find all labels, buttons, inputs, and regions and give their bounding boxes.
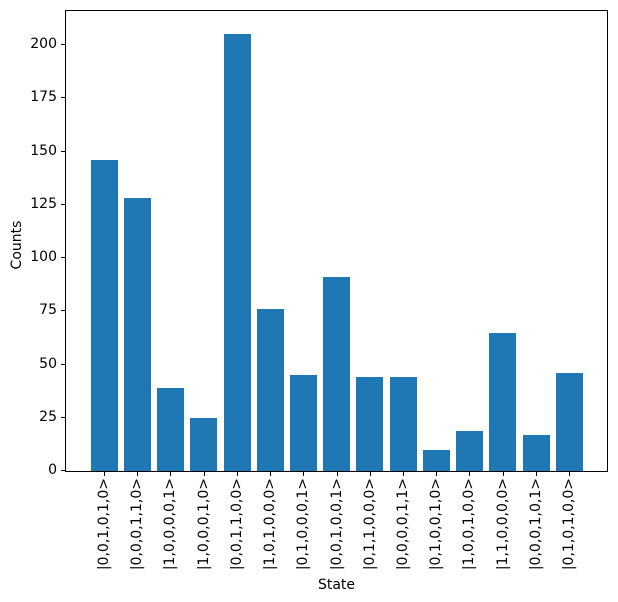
x-axis-label: State: [317, 577, 356, 593]
bar: [257, 309, 284, 471]
x-tick-mark: [370, 472, 371, 476]
x-tick-label: |0,0,0,0,1,1>: [395, 478, 411, 571]
x-tick-mark: [469, 472, 470, 476]
y-tick-mark: [61, 364, 65, 365]
x-tick-mark: [270, 472, 271, 476]
bar: [390, 377, 417, 471]
y-tick-mark: [61, 470, 65, 471]
bar: [456, 431, 483, 471]
y-tick-mark: [61, 310, 65, 311]
y-tick-mark: [61, 417, 65, 418]
x-tick-mark: [204, 472, 205, 476]
x-tick-mark: [436, 472, 437, 476]
y-tick-label: 25: [39, 409, 57, 425]
y-tick-label: 125: [30, 196, 57, 212]
x-tick-label: |0,1,1,0,0,0>: [362, 478, 378, 571]
x-tick-label: |1,0,1,0,0,0>: [262, 478, 278, 571]
y-tick-mark: [61, 97, 65, 98]
bar: [91, 160, 118, 471]
y-tick-mark: [61, 44, 65, 45]
x-tick-label: |1,1,0,0,0,0>: [495, 478, 511, 571]
bar: [224, 34, 251, 471]
x-tick-label: |1,0,0,1,0,0>: [461, 478, 477, 571]
y-tick-label: 0: [48, 462, 57, 478]
x-tick-label: |0,1,0,1,0,0>: [561, 478, 577, 571]
x-tick-mark: [170, 472, 171, 476]
x-tick-label: |0,0,1,1,0,0>: [229, 478, 245, 571]
y-tick-label: 175: [30, 89, 57, 105]
bar: [190, 418, 217, 471]
bar: [356, 377, 383, 471]
plot-area: [65, 10, 608, 472]
x-tick-mark: [137, 472, 138, 476]
bar: [124, 198, 151, 471]
x-tick-mark: [337, 472, 338, 476]
x-tick-mark: [536, 472, 537, 476]
y-tick-mark: [61, 257, 65, 258]
y-tick-mark: [61, 151, 65, 152]
y-tick-mark: [61, 204, 65, 205]
x-tick-mark: [104, 472, 105, 476]
x-tick-label: |1,0,0,0,0,1>: [162, 478, 178, 571]
y-tick-label: 150: [30, 143, 57, 159]
y-tick-label: 100: [30, 249, 57, 265]
bar: [556, 373, 583, 471]
x-tick-label: |0,1,0,0,1,0>: [428, 478, 444, 571]
x-tick-mark: [237, 472, 238, 476]
x-tick-mark: [569, 472, 570, 476]
x-tick-label: |1,0,0,0,1,0>: [196, 478, 212, 571]
bar: [423, 450, 450, 471]
y-tick-label: 75: [39, 302, 57, 318]
bar: [290, 375, 317, 471]
x-tick-mark: [503, 472, 504, 476]
bar: [323, 277, 350, 471]
bar: [489, 333, 516, 471]
y-tick-label: 200: [30, 36, 57, 52]
x-tick-label: |0,0,0,1,1,0>: [129, 478, 145, 571]
x-tick-label: |0,0,1,0,1,0>: [96, 478, 112, 571]
x-tick-label: |0,1,0,0,0,1>: [295, 478, 311, 571]
y-tick-label: 50: [39, 356, 57, 372]
x-tick-mark: [403, 472, 404, 476]
x-tick-mark: [303, 472, 304, 476]
bar: [523, 435, 550, 471]
x-tick-label: |0,0,1,0,0,1>: [329, 478, 345, 571]
x-tick-label: |0,0,0,1,0,1>: [528, 478, 544, 571]
bar: [157, 388, 184, 471]
